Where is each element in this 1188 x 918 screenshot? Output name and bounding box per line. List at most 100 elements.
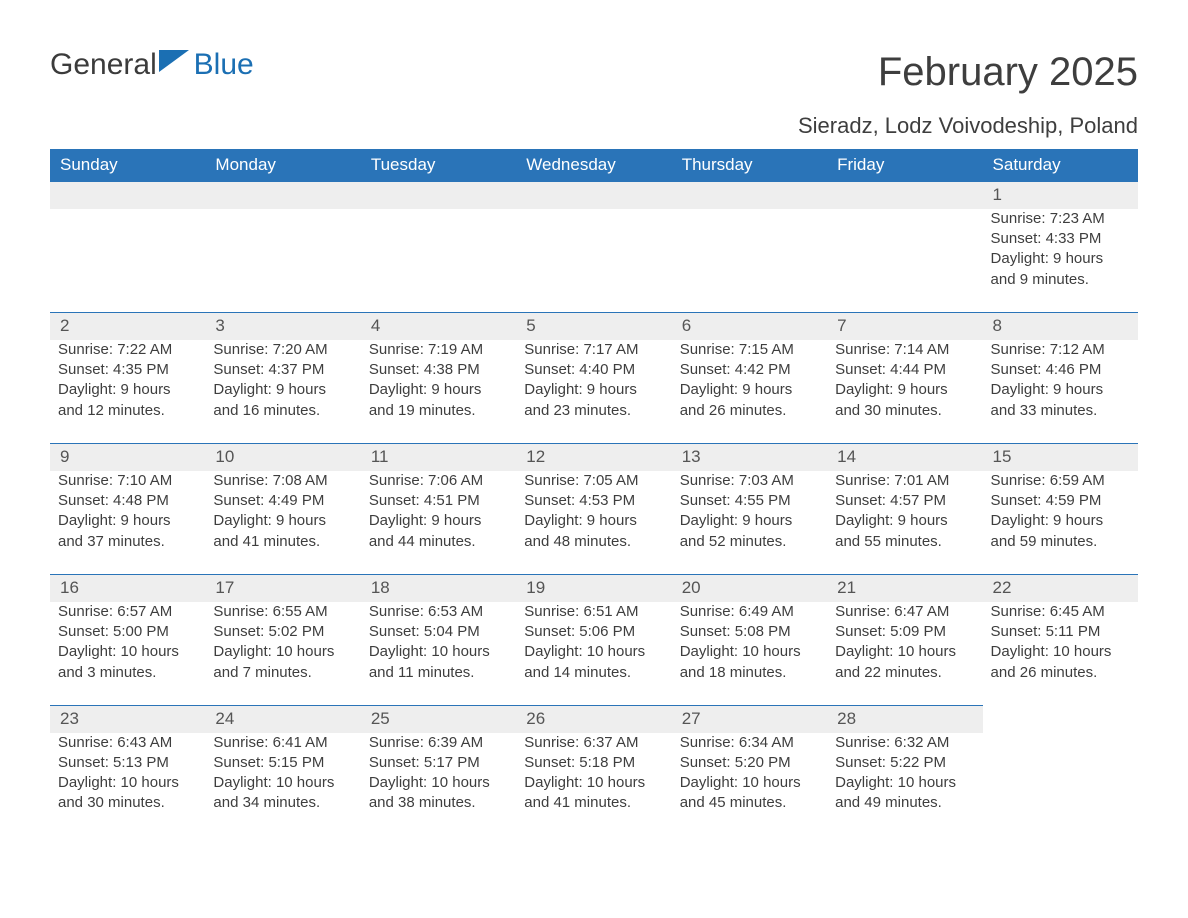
day-info-cell (827, 209, 982, 313)
sunset-text: Sunset: 4:40 PM (524, 360, 663, 380)
daylight-text-line2: and 49 minutes. (835, 793, 974, 813)
sunset-text: Sunset: 5:00 PM (58, 622, 197, 642)
daylight-text-line2: and 16 minutes. (213, 401, 352, 421)
daylight-text-line2: and 37 minutes. (58, 532, 197, 552)
sunrise-text: Sunrise: 7:22 AM (58, 340, 197, 360)
sunset-text: Sunset: 5:06 PM (524, 622, 663, 642)
sunrise-text: Sunrise: 6:39 AM (369, 733, 508, 753)
day-info-cell (361, 209, 516, 313)
day-info-cell: Sunrise: 7:12 AMSunset: 4:46 PMDaylight:… (983, 340, 1138, 444)
day-info-row: Sunrise: 7:10 AMSunset: 4:48 PMDaylight:… (50, 471, 1138, 575)
sunset-text: Sunset: 4:37 PM (213, 360, 352, 380)
day-number-cell: 3 (205, 312, 360, 339)
daylight-text-line2: and 33 minutes. (991, 401, 1130, 421)
sunset-text: Sunset: 5:04 PM (369, 622, 508, 642)
daylight-text-line1: Daylight: 10 hours (213, 773, 352, 793)
sunset-text: Sunset: 4:55 PM (680, 491, 819, 511)
day-number-cell: 7 (827, 312, 982, 339)
day-number-cell (361, 182, 516, 209)
day-number-cell (516, 182, 671, 209)
daylight-text-line1: Daylight: 9 hours (991, 249, 1130, 269)
daylight-text-line1: Daylight: 10 hours (680, 642, 819, 662)
day-number-cell (983, 705, 1138, 732)
sunrise-text: Sunrise: 7:19 AM (369, 340, 508, 360)
sunrise-text: Sunrise: 7:01 AM (835, 471, 974, 491)
day-info-cell: Sunrise: 7:10 AMSunset: 4:48 PMDaylight:… (50, 471, 205, 575)
daylight-text-line2: and 30 minutes. (835, 401, 974, 421)
day-number-cell: 20 (672, 574, 827, 601)
sunset-text: Sunset: 4:46 PM (991, 360, 1130, 380)
day-info-cell: Sunrise: 6:39 AMSunset: 5:17 PMDaylight:… (361, 733, 516, 836)
sunrise-text: Sunrise: 7:17 AM (524, 340, 663, 360)
day-number-row: 9101112131415 (50, 443, 1138, 470)
day-info-cell: Sunrise: 7:01 AMSunset: 4:57 PMDaylight:… (827, 471, 982, 575)
day-number-cell: 13 (672, 443, 827, 470)
weekday-header: Monday (205, 149, 360, 182)
weekday-header: Wednesday (516, 149, 671, 182)
sunrise-text: Sunrise: 6:41 AM (213, 733, 352, 753)
daylight-text-line1: Daylight: 10 hours (835, 773, 974, 793)
weekday-header: Saturday (983, 149, 1138, 182)
sunrise-text: Sunrise: 6:51 AM (524, 602, 663, 622)
daylight-text-line1: Daylight: 10 hours (524, 773, 663, 793)
day-number-cell: 26 (516, 705, 671, 732)
day-number-row: 16171819202122 (50, 574, 1138, 601)
daylight-text-line2: and 26 minutes. (680, 401, 819, 421)
day-info-cell: Sunrise: 7:14 AMSunset: 4:44 PMDaylight:… (827, 340, 982, 444)
sunrise-text: Sunrise: 7:14 AM (835, 340, 974, 360)
daylight-text-line2: and 12 minutes. (58, 401, 197, 421)
day-info-cell: Sunrise: 7:05 AMSunset: 4:53 PMDaylight:… (516, 471, 671, 575)
daylight-text-line2: and 38 minutes. (369, 793, 508, 813)
day-info-cell: Sunrise: 7:08 AMSunset: 4:49 PMDaylight:… (205, 471, 360, 575)
day-number-row: 1 (50, 182, 1138, 209)
location-subtitle: Sieradz, Lodz Voivodeship, Poland (798, 113, 1138, 139)
daylight-text-line1: Daylight: 9 hours (680, 380, 819, 400)
day-info-cell: Sunrise: 6:49 AMSunset: 5:08 PMDaylight:… (672, 602, 827, 706)
day-number-cell: 24 (205, 705, 360, 732)
daylight-text-line1: Daylight: 10 hours (369, 773, 508, 793)
day-number-cell: 25 (361, 705, 516, 732)
day-number-cell: 28 (827, 705, 982, 732)
daylight-text-line2: and 55 minutes. (835, 532, 974, 552)
day-number-cell: 12 (516, 443, 671, 470)
daylight-text-line2: and 11 minutes. (369, 663, 508, 683)
sunset-text: Sunset: 5:22 PM (835, 753, 974, 773)
sunrise-text: Sunrise: 6:34 AM (680, 733, 819, 753)
day-info-cell: Sunrise: 7:23 AMSunset: 4:33 PMDaylight:… (983, 209, 1138, 313)
daylight-text-line2: and 48 minutes. (524, 532, 663, 552)
sunset-text: Sunset: 5:08 PM (680, 622, 819, 642)
day-info-cell (50, 209, 205, 313)
sunset-text: Sunset: 4:48 PM (58, 491, 197, 511)
daylight-text-line2: and 41 minutes. (524, 793, 663, 813)
day-info-cell (205, 209, 360, 313)
day-info-cell: Sunrise: 7:15 AMSunset: 4:42 PMDaylight:… (672, 340, 827, 444)
sunset-text: Sunset: 5:02 PM (213, 622, 352, 642)
sunset-text: Sunset: 4:42 PM (680, 360, 819, 380)
sunrise-text: Sunrise: 7:12 AM (991, 340, 1130, 360)
weekday-header-row: Sunday Monday Tuesday Wednesday Thursday… (50, 149, 1138, 182)
sunset-text: Sunset: 4:35 PM (58, 360, 197, 380)
daylight-text-line1: Daylight: 9 hours (991, 511, 1130, 531)
day-number-cell: 22 (983, 574, 1138, 601)
sunrise-text: Sunrise: 6:57 AM (58, 602, 197, 622)
sunset-text: Sunset: 5:17 PM (369, 753, 508, 773)
day-info-cell (983, 733, 1138, 836)
sunrise-text: Sunrise: 7:23 AM (991, 209, 1130, 229)
daylight-text-line2: and 3 minutes. (58, 663, 197, 683)
sunset-text: Sunset: 4:57 PM (835, 491, 974, 511)
logo-word-general: General (50, 48, 157, 81)
day-info-row: Sunrise: 6:43 AMSunset: 5:13 PMDaylight:… (50, 733, 1138, 836)
daylight-text-line1: Daylight: 9 hours (835, 380, 974, 400)
sunset-text: Sunset: 4:49 PM (213, 491, 352, 511)
daylight-text-line2: and 34 minutes. (213, 793, 352, 813)
daylight-text-line1: Daylight: 10 hours (680, 773, 819, 793)
sunset-text: Sunset: 5:09 PM (835, 622, 974, 642)
day-number-cell (827, 182, 982, 209)
sunrise-text: Sunrise: 6:55 AM (213, 602, 352, 622)
sunset-text: Sunset: 4:33 PM (991, 229, 1130, 249)
day-info-cell: Sunrise: 6:51 AMSunset: 5:06 PMDaylight:… (516, 602, 671, 706)
sunrise-text: Sunrise: 7:08 AM (213, 471, 352, 491)
day-info-cell: Sunrise: 6:34 AMSunset: 5:20 PMDaylight:… (672, 733, 827, 836)
day-info-cell: Sunrise: 6:57 AMSunset: 5:00 PMDaylight:… (50, 602, 205, 706)
daylight-text-line1: Daylight: 10 hours (369, 642, 508, 662)
